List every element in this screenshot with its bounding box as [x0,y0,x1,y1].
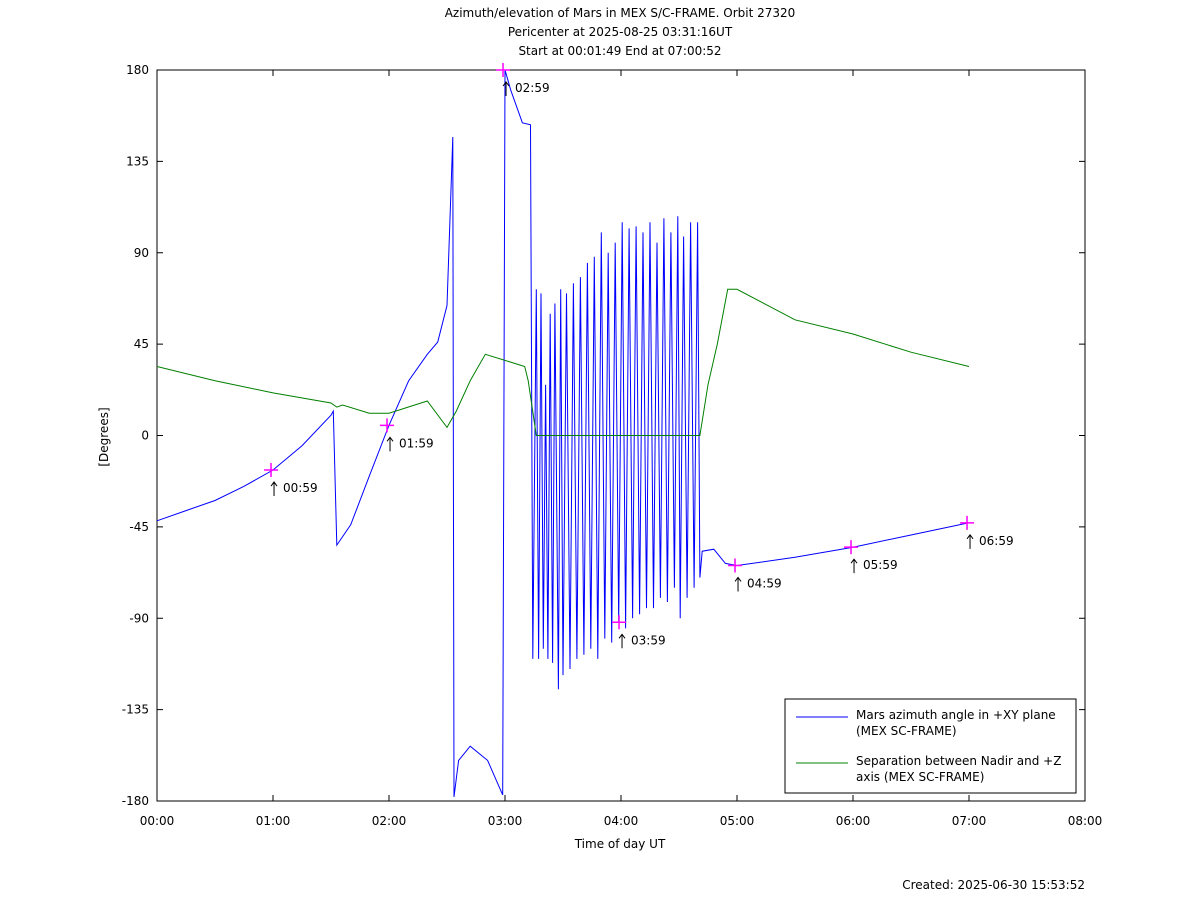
x-tick-label: 01:00 [256,814,291,828]
annotation-arrow [618,633,626,649]
annotation-label: 03:59 [631,633,666,647]
y-tick-label: -90 [129,611,149,625]
x-tick-label: 07:00 [952,814,987,828]
y-axis-label: [Degrees] [97,407,111,466]
x-tick-label: 08:00 [1068,814,1103,828]
x-tick-label: 03:00 [488,814,523,828]
series-line [156,288,970,436]
annotation-arrow [386,436,394,452]
annotation-label: 04:59 [747,576,782,590]
legend-label: Separation between Nadir and +Z axis (ME… [856,754,1062,784]
annotation-label: 01:59 [399,436,434,450]
x-tick-label: 06:00 [836,814,871,828]
annotation-arrow [850,558,858,574]
annotation-arrow [734,576,742,592]
x-axis-label: Time of day UT [574,837,666,851]
annotation-arrow [502,81,510,96]
annotation-label: 06:59 [979,534,1014,548]
series-line [156,69,970,797]
footer: Created: 2025-06-30 15:53:52 [902,878,1085,892]
annotation-label: 05:59 [863,558,898,572]
annotation-marker [960,515,975,530]
annotation-marker [612,615,627,630]
annotation-arrow [966,533,974,549]
y-tick-label: 0 [141,429,149,443]
annotation-label: 02:59 [515,81,550,95]
annotation-marker [496,63,511,77]
annotation-marker [844,540,859,555]
y-tick-label: -45 [129,520,149,534]
x-tick-label: 02:00 [372,814,407,828]
x-tick-label: 04:00 [604,814,639,828]
annotation-marker [728,558,743,573]
annotation-arrow [270,481,278,497]
x-tick-label: 05:00 [720,814,755,828]
chart-title: Azimuth/elevation of Mars in MEX S/C-FRA… [445,6,796,20]
y-tick-label: -135 [122,703,149,717]
y-tick-label: 135 [126,154,149,168]
chart-subtitle: Pericenter at 2025-08-25 03:31:16UT [508,25,733,39]
legend-label: Mars azimuth angle in +XY plane (MEX SC-… [856,708,1056,738]
annotation-marker [264,463,279,478]
annotation-marker [380,418,395,433]
y-tick-label: -180 [122,794,149,808]
legend-box [784,698,1077,794]
chart-subtitle: Start at 00:01:49 End at 07:00:52 [518,44,721,58]
y-tick-label: 45 [134,337,149,351]
y-tick-label: 180 [126,63,149,77]
y-tick-label: 90 [134,246,149,260]
annotation-label: 00:59 [283,481,318,495]
x-tick-label: 00:00 [140,814,175,828]
